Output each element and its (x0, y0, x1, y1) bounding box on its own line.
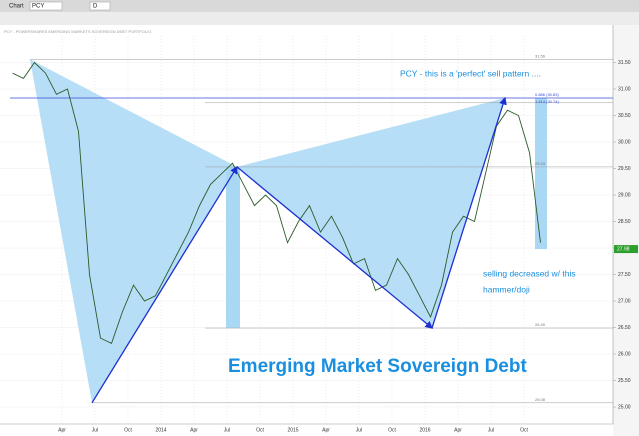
x-tick-label: Jul (356, 427, 362, 433)
y-tick-label: 30.50 (618, 113, 631, 119)
y-tick-label: 26.50 (618, 325, 631, 331)
x-tick-label: Oct (388, 427, 396, 433)
period[interactable]: D (93, 4, 98, 10)
level-label: 29.53 (535, 161, 546, 166)
x-tick-label: 2016 (419, 427, 430, 433)
y-tick-label: 25.50 (618, 378, 631, 384)
y-axis-panel (613, 25, 639, 436)
x-tick-label: Apr (190, 427, 198, 433)
y-tick-label: 30.00 (618, 139, 631, 145)
x-tick-label: Jul (488, 427, 494, 433)
y-tick-label: 25.00 (618, 404, 631, 410)
pattern-arrow (91, 165, 238, 404)
x-tick-label: Apr (454, 427, 462, 433)
highlight-box (535, 98, 547, 250)
y-tick-label: 26.00 (618, 351, 631, 357)
pattern-arrow (431, 96, 507, 329)
y-tick-label: 28.50 (618, 219, 631, 225)
level-label: 31.56 (535, 53, 546, 58)
last-price-label: 27.98 (617, 246, 630, 252)
period-box[interactable] (89, 1, 111, 11)
x-tick-label: Jul (224, 427, 230, 433)
last-price-box (614, 245, 638, 254)
y-tick-label: 29.00 (618, 192, 631, 198)
chart-title: Emerging Market Sovereign Debt (228, 356, 527, 377)
x-tick-label: Apr (58, 427, 66, 433)
annotation: hammer/doji (483, 284, 530, 294)
chart-subtitle: PCY - POWERSHARES EMERGING MARKETS SOVER… (4, 29, 151, 34)
annotation: selling decreased w/ this (483, 268, 576, 278)
pattern-arrow (236, 166, 434, 329)
y-tick-label: 29.50 (618, 166, 631, 172)
x-tick-label: 2015 (287, 427, 298, 433)
symbol-box[interactable] (29, 1, 63, 11)
x-tick-label: Apr (322, 427, 330, 433)
level-label: 26.49 (535, 322, 546, 327)
highlight-box (226, 166, 240, 329)
y-tick-label: 31.50 (618, 60, 631, 66)
level-label: 0.886 (30.83) (535, 92, 559, 97)
y-tick-label: 31.00 (618, 86, 631, 92)
annotation: PCY - this is a 'perfect' sell pattern .… (400, 68, 541, 78)
pattern-xab (30, 59, 237, 403)
pattern-bcd (237, 98, 505, 329)
drawing-toolbar (0, 12, 639, 25)
menu[interactable]: Chart (9, 4, 24, 10)
toolbar (0, 0, 639, 12)
x-tick-label: Oct (256, 427, 264, 433)
y-tick-label: 27.50 (618, 272, 631, 278)
x-tick-label: Oct (520, 427, 528, 433)
x-tick-label: Jul (92, 427, 98, 433)
symbol[interactable]: PCY (32, 4, 44, 10)
y-tick-label: 27.00 (618, 298, 631, 304)
level-label: 1.414 (30.74) (535, 99, 559, 104)
price-line (12, 61, 541, 345)
x-tick-label: Oct (124, 427, 132, 433)
x-tick-label: 2014 (155, 427, 166, 433)
level-label: 25.08 (535, 397, 546, 402)
